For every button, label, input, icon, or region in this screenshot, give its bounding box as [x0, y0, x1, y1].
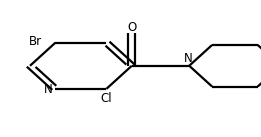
- Text: N: N: [44, 83, 52, 96]
- Text: Cl: Cl: [100, 92, 112, 105]
- Text: O: O: [127, 21, 137, 34]
- Text: N: N: [183, 52, 192, 65]
- Text: Br: Br: [29, 35, 43, 48]
